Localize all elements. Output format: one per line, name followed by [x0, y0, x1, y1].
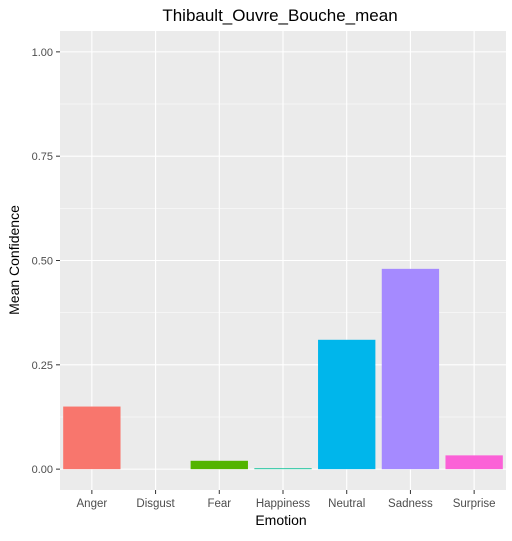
y-tick-label: 1.00 [32, 47, 53, 59]
bar-surprise [445, 455, 503, 470]
chart-title: Thibault_Ouvre_Bouche_mean [162, 6, 397, 25]
bars-layer [63, 268, 503, 470]
y-tick-label: 0.50 [32, 256, 53, 268]
x-tick-label: Neutral [328, 498, 365, 510]
bar-fear [190, 460, 248, 470]
bar-sadness [381, 268, 440, 470]
bar-happiness [254, 468, 312, 470]
y-tick-label: 0.75 [32, 151, 53, 163]
x-tick-label: Anger [77, 498, 108, 510]
y-axis: 0.00 0.25 0.50 0.75 1.00 [32, 47, 60, 476]
x-tick-label: Sadness [388, 498, 433, 510]
x-tick-label: Disgust [136, 498, 175, 510]
x-axis-title: Emotion [255, 512, 306, 528]
x-axis: Anger Disgust Fear Happiness Neutral Sadness S… [77, 490, 496, 510]
y-tick-label: 0.25 [32, 360, 53, 372]
y-tick-label: 0.00 [32, 464, 53, 476]
bar-neutral [318, 339, 376, 470]
x-tick-label: Surprise [453, 498, 496, 510]
y-axis-title: Mean Confidence [6, 205, 22, 315]
x-tick-label: Fear [207, 498, 231, 510]
bar-anger [63, 406, 121, 470]
x-tick-label: Happiness [256, 498, 311, 510]
